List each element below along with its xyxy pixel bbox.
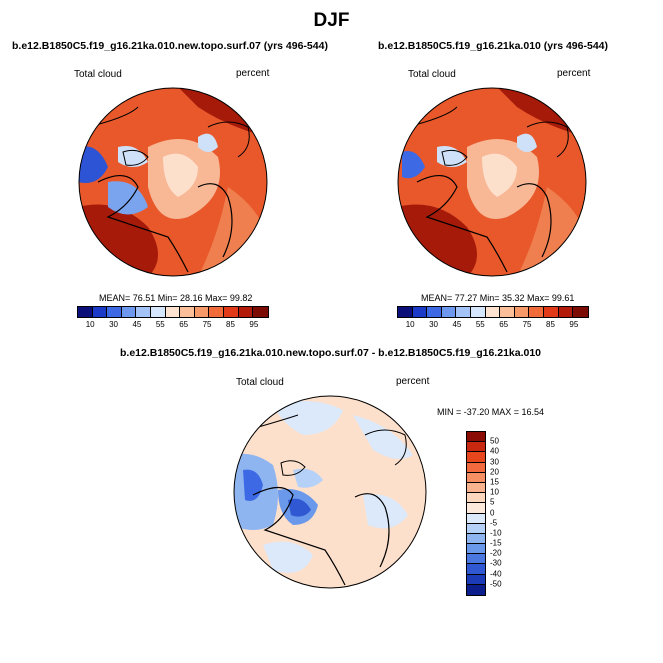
diff-colorbar bbox=[466, 431, 486, 596]
panel-2-polar-map bbox=[397, 87, 587, 277]
diff-colorbar-labels: 50403020151050-5-10-15-20-30-40-50 bbox=[490, 431, 520, 594]
colorbar-box bbox=[398, 307, 413, 317]
colorbar-tick-label: 45 bbox=[452, 320, 461, 329]
colorbar-tick-label: -40 bbox=[490, 569, 502, 578]
colorbar-tick-label: 10 bbox=[86, 320, 95, 329]
colorbar-box bbox=[122, 307, 137, 317]
page-title: DJF bbox=[0, 10, 663, 32]
colorbar-box bbox=[224, 307, 239, 317]
colorbar-box bbox=[166, 307, 181, 317]
colorbar-box bbox=[136, 307, 151, 317]
panel-2-run-title: b.e12.B1850C5.f19_g16.21ka.010 (yrs 496-… bbox=[378, 40, 608, 52]
colorbar-box bbox=[467, 575, 485, 585]
panel-2-units-label: percent bbox=[557, 68, 590, 79]
colorbar-box bbox=[529, 307, 544, 317]
colorbar-tick-label: 10 bbox=[406, 320, 415, 329]
colorbar-box bbox=[467, 463, 485, 473]
colorbar-box bbox=[442, 307, 457, 317]
colorbar-box bbox=[467, 585, 485, 595]
colorbar-box bbox=[467, 452, 485, 462]
colorbar-box bbox=[467, 432, 485, 442]
colorbar-tick-label: 45 bbox=[132, 320, 141, 329]
colorbar-box bbox=[559, 307, 574, 317]
colorbar-box bbox=[107, 307, 122, 317]
colorbar-box bbox=[467, 483, 485, 493]
colorbar-box bbox=[413, 307, 428, 317]
colorbar-box bbox=[467, 564, 485, 574]
colorbar-tick-label: 30 bbox=[490, 457, 499, 466]
colorbar-tick-label: -5 bbox=[490, 518, 497, 527]
colorbar-tick-label: 85 bbox=[226, 320, 235, 329]
colorbar-tick-label: -50 bbox=[490, 579, 502, 588]
panel-1-colorbar-labels: 10 30 45 55 65 75 85 95 bbox=[77, 320, 267, 330]
colorbar-tick-label: 55 bbox=[476, 320, 485, 329]
colorbar-box bbox=[467, 524, 485, 534]
diff-variable-label: Total cloud bbox=[236, 377, 284, 388]
colorbar-tick-label: 10 bbox=[490, 488, 499, 497]
colorbar-box bbox=[253, 307, 268, 317]
panel-1-variable-label: Total cloud bbox=[74, 69, 122, 80]
colorbar-tick-label: 75 bbox=[203, 320, 212, 329]
colorbar-box bbox=[467, 514, 485, 524]
panel-1-units-label: percent bbox=[236, 68, 269, 79]
colorbar-box bbox=[195, 307, 210, 317]
colorbar-tick-label: -20 bbox=[490, 549, 502, 558]
colorbar-box bbox=[427, 307, 442, 317]
colorbar-tick-label: 15 bbox=[490, 477, 499, 486]
panel-1-stats: MEAN= 76.51 Min= 28.16 Max= 99.82 bbox=[99, 293, 252, 303]
colorbar-tick-label: 50 bbox=[490, 437, 499, 446]
colorbar-box bbox=[467, 544, 485, 554]
colorbar-box bbox=[467, 554, 485, 564]
colorbar-tick-label: 30 bbox=[109, 320, 118, 329]
colorbar-box bbox=[151, 307, 166, 317]
colorbar-tick-label: 40 bbox=[490, 447, 499, 456]
panel-1-polar-map bbox=[78, 87, 268, 277]
colorbar-box bbox=[456, 307, 471, 317]
colorbar-box bbox=[239, 307, 254, 317]
diff-run-title: b.e12.B1850C5.f19_g16.21ka.010.new.topo.… bbox=[120, 347, 541, 359]
colorbar-box bbox=[471, 307, 486, 317]
colorbar-box bbox=[467, 442, 485, 452]
colorbar-tick-label: 95 bbox=[249, 320, 258, 329]
colorbar-box bbox=[573, 307, 588, 317]
colorbar-box bbox=[467, 503, 485, 513]
colorbar-tick-label: 95 bbox=[569, 320, 578, 329]
colorbar-tick-label: 85 bbox=[546, 320, 555, 329]
colorbar-box bbox=[467, 473, 485, 483]
colorbar-box bbox=[180, 307, 195, 317]
colorbar-box bbox=[467, 534, 485, 544]
panel-2-stats: MEAN= 77.27 Min= 35.32 Max= 99.61 bbox=[421, 293, 574, 303]
colorbar-tick-label: 30 bbox=[429, 320, 438, 329]
colorbar-box bbox=[515, 307, 530, 317]
diff-units-label: percent bbox=[396, 376, 429, 387]
colorbar-box bbox=[486, 307, 501, 317]
colorbar-tick-label: -15 bbox=[490, 539, 502, 548]
panel-2-colorbar bbox=[397, 306, 589, 318]
colorbar-tick-label: 65 bbox=[179, 320, 188, 329]
panel-1-colorbar bbox=[77, 306, 269, 318]
colorbar-tick-label: 65 bbox=[499, 320, 508, 329]
colorbar-tick-label: 75 bbox=[523, 320, 532, 329]
diff-polar-map bbox=[233, 395, 427, 589]
colorbar-tick-label: 20 bbox=[490, 467, 499, 476]
colorbar-tick-label: -10 bbox=[490, 528, 502, 537]
colorbar-box bbox=[544, 307, 559, 317]
colorbar-tick-label: 5 bbox=[490, 498, 494, 507]
diff-stats: MIN = -37.20 MAX = 16.54 bbox=[437, 407, 544, 417]
colorbar-tick-label: -30 bbox=[490, 559, 502, 568]
colorbar-box bbox=[209, 307, 224, 317]
colorbar-tick-label: 0 bbox=[490, 508, 494, 517]
panel-1-run-title: b.e12.B1850C5.f19_g16.21ka.010.new.topo.… bbox=[12, 40, 328, 52]
colorbar-box bbox=[467, 493, 485, 503]
panel-2-colorbar-labels: 10 30 45 55 65 75 85 95 bbox=[397, 320, 587, 330]
colorbar-box bbox=[500, 307, 515, 317]
colorbar-box bbox=[93, 307, 108, 317]
panel-2-variable-label: Total cloud bbox=[408, 69, 456, 80]
colorbar-tick-label: 55 bbox=[156, 320, 165, 329]
colorbar-box bbox=[78, 307, 93, 317]
